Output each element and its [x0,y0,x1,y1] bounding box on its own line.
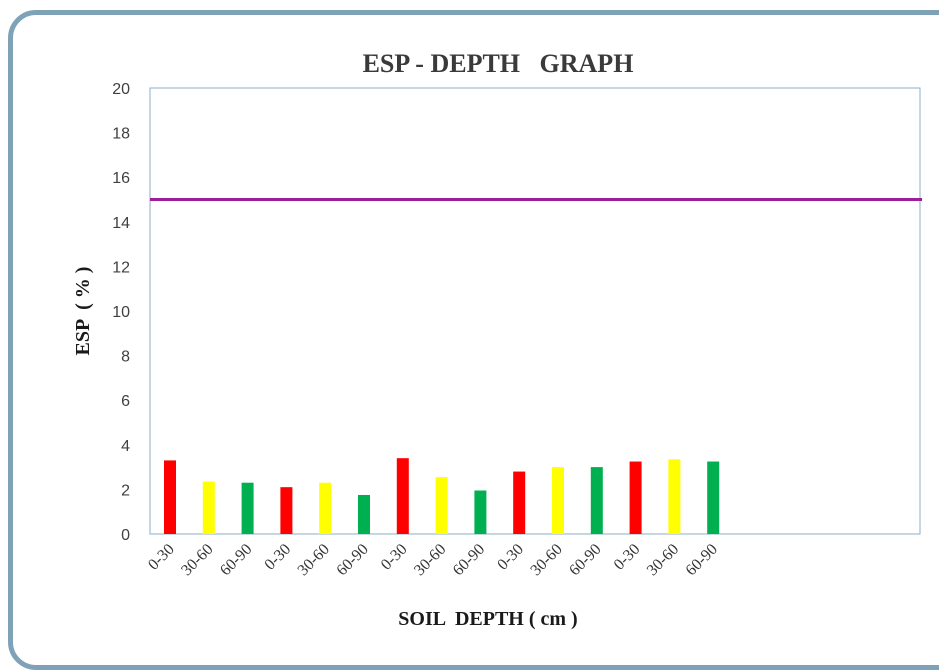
bar [241,482,254,534]
y-tick-label: 18 [112,126,130,143]
y-tick-label: 0 [121,527,130,544]
y-tick-label: 4 [121,438,130,455]
esp-depth-chart: ESP - DEPTH GRAPH 0 2 4 6 8 10 12 14 16 18 20 0-30… [72,49,922,630]
y-tick-label: 16 [112,170,130,187]
bar [396,458,409,534]
plot-area [149,87,921,535]
bar [358,494,370,534]
chart-title: ESP - DEPTH GRAPH [363,49,634,78]
x-axis-title: SOIL DEPTH ( cm ) [398,608,577,630]
x-tick-label: 60-90 [217,541,255,579]
bar [474,490,487,534]
y-tick-label: 6 [121,393,130,410]
x-tick-label: 60-90 [333,541,371,579]
x-tick-label: 0-30 [145,541,178,574]
y-tick-label: 10 [112,304,130,321]
y-tick-label: 20 [112,81,130,98]
bar [435,477,448,534]
y-tick-label: 8 [121,349,130,366]
y-axis-title: ESP ( % ) [72,267,94,356]
y-axis-ticks: 0 2 4 6 8 10 12 14 16 18 20 [112,81,130,544]
x-tick-label: 0-30 [611,541,644,574]
bar [590,467,603,534]
y-tick-label: 2 [121,482,130,499]
bar [668,459,681,534]
x-tick-label: 0-30 [378,541,411,574]
x-tick-label: 0-30 [494,541,527,574]
x-tick-label: 60-90 [683,541,721,579]
x-tick-label: 30-60 [178,541,216,579]
y-tick-label: 12 [112,259,130,276]
x-tick-label: 30-60 [527,541,565,579]
bar [319,482,332,534]
bar [629,461,642,534]
x-tick-label: 60-90 [566,541,604,579]
x-axis-labels: 0-30 30-60 60-90 0-30 30-60 60-90 0-30 30-60 60-… [145,541,721,579]
x-tick-label: 60-90 [450,541,488,579]
bar [280,487,293,534]
bar [202,481,215,534]
bar [707,461,720,534]
x-tick-label: 30-60 [295,541,333,579]
bars [164,458,720,534]
x-tick-label: 30-60 [644,541,682,579]
bar [164,460,176,534]
bar [513,471,526,534]
bar [552,467,564,534]
x-tick-label: 30-60 [411,541,449,579]
x-tick-label: 0-30 [261,541,294,574]
y-tick-label: 14 [112,215,130,232]
